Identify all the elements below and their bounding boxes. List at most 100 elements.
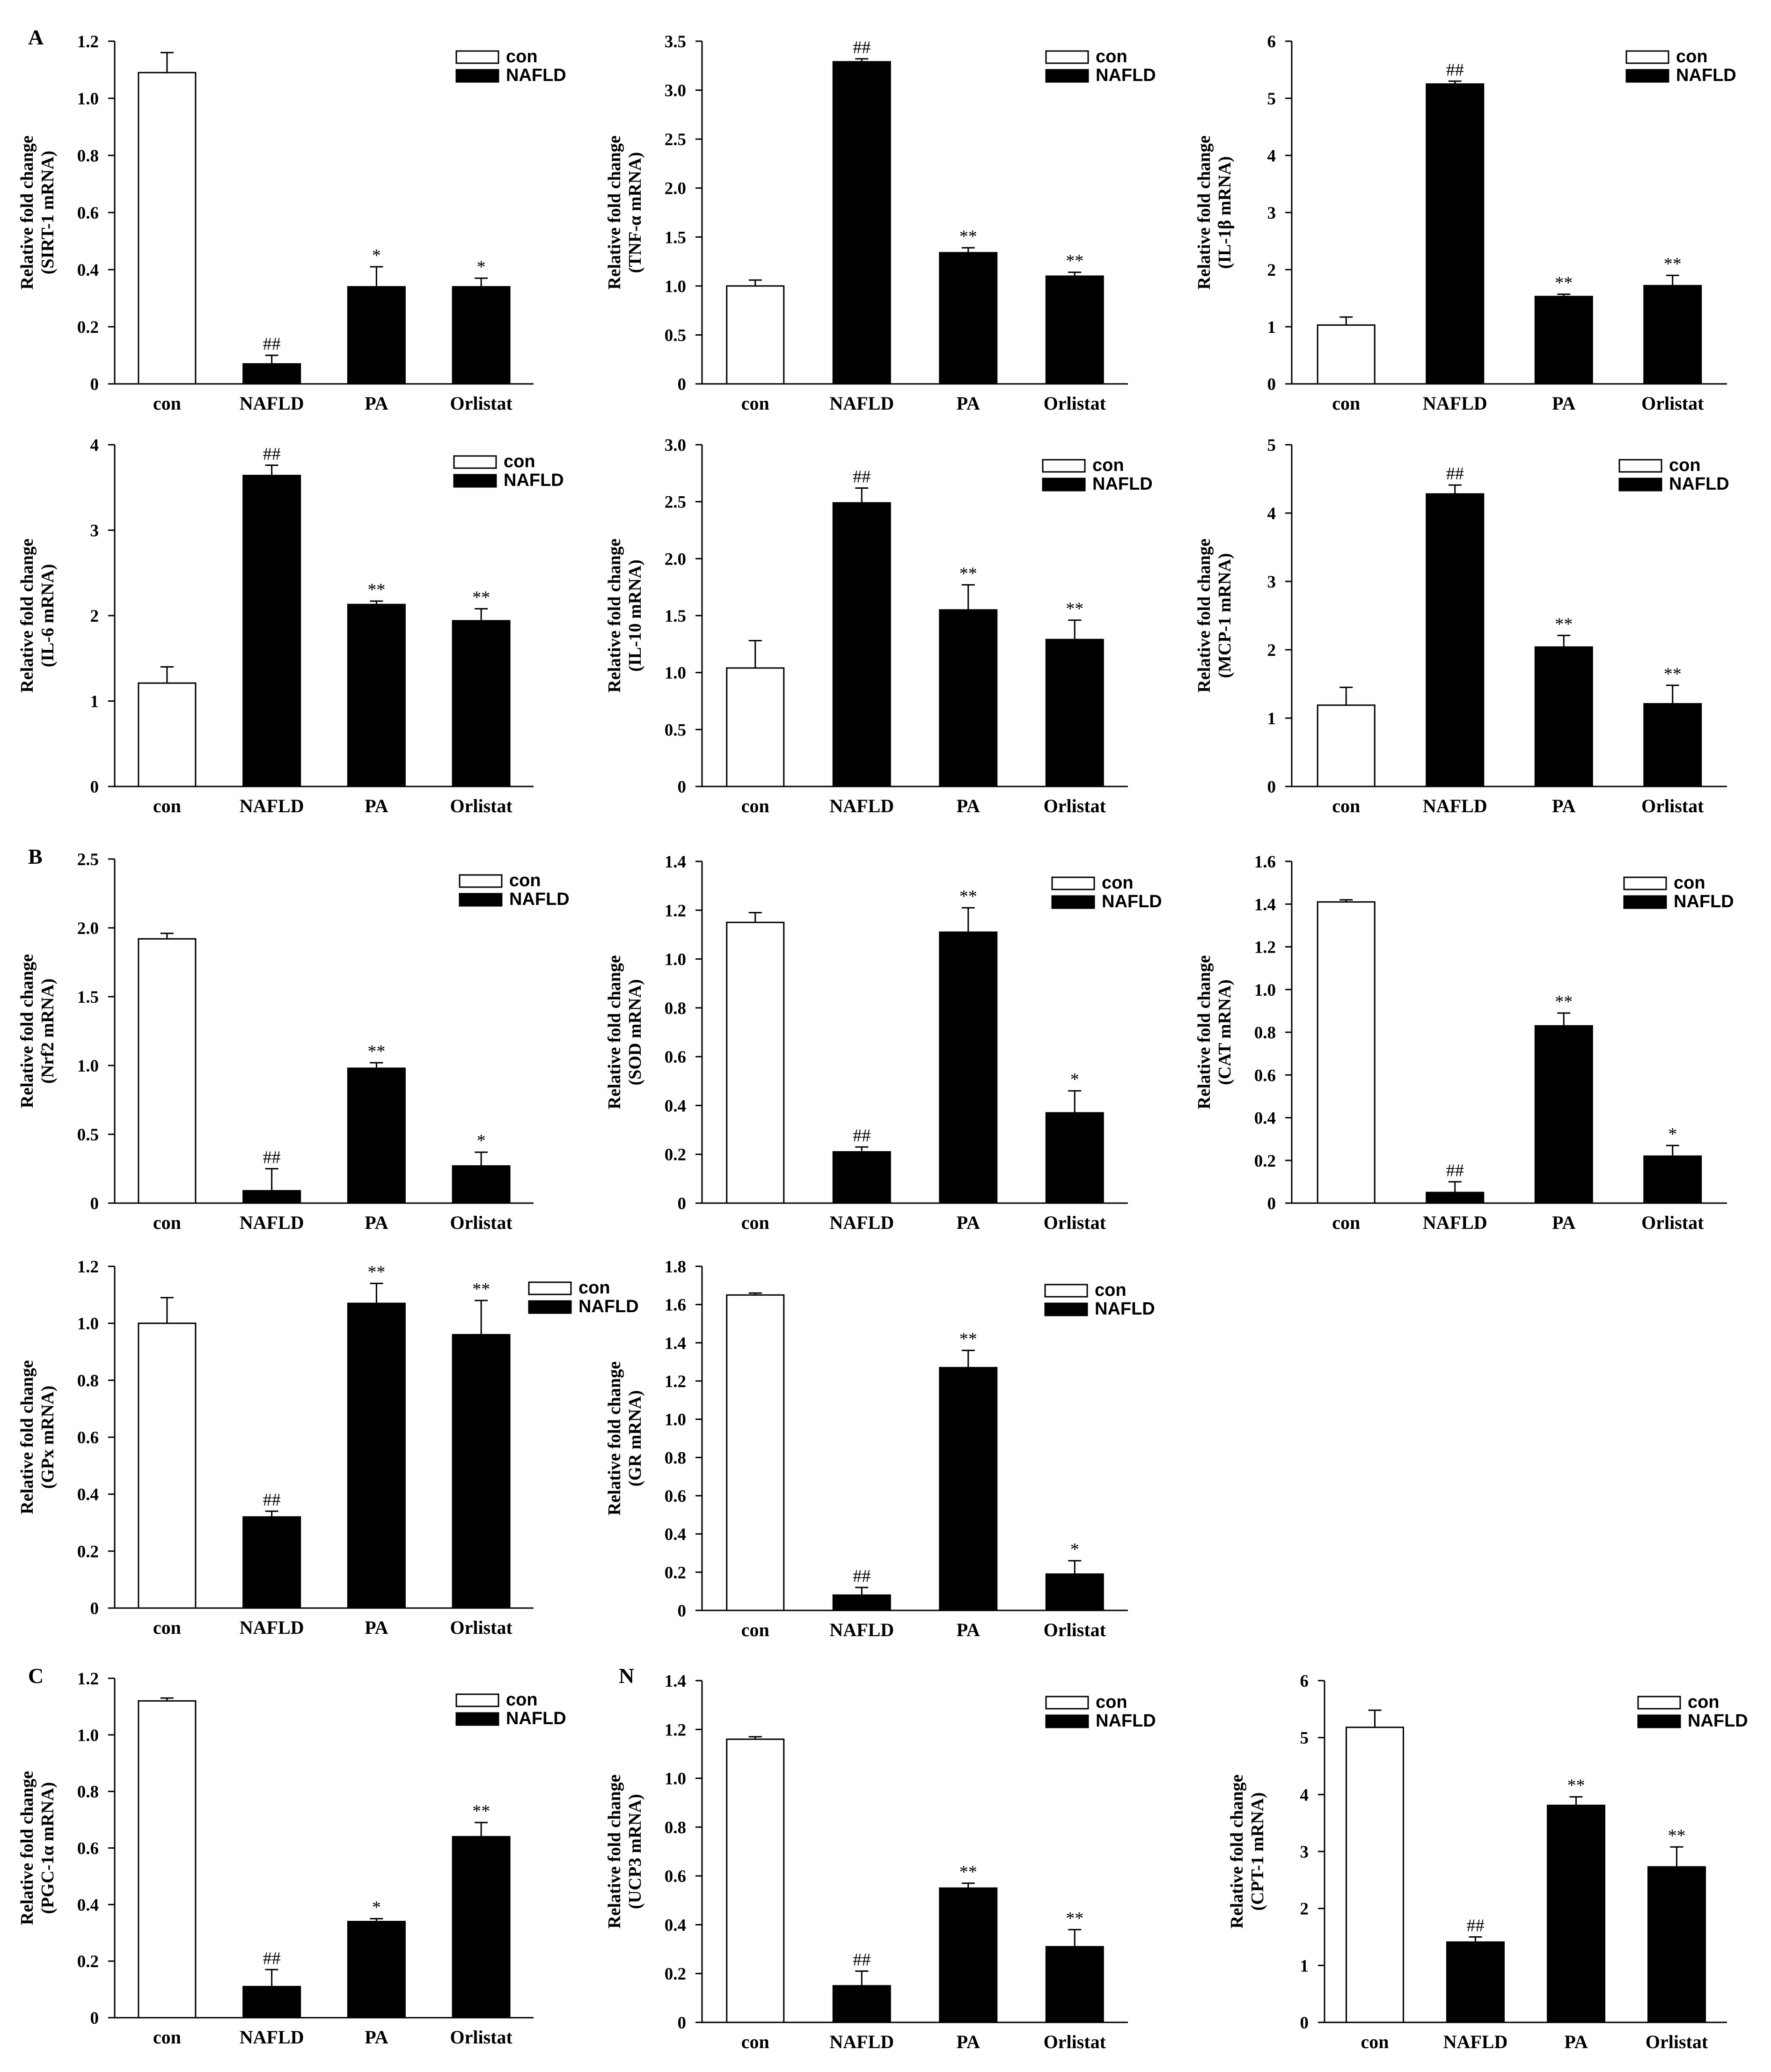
category-label: PA xyxy=(365,393,388,414)
y-tick-label: 0.6 xyxy=(77,204,99,223)
significance-label: * xyxy=(372,1898,381,1918)
bar-nafld xyxy=(832,1594,891,1611)
bar-pa xyxy=(1534,295,1593,385)
legend-swatch-con xyxy=(1044,1284,1088,1298)
y-tick-label: 3 xyxy=(1267,204,1276,223)
y-tick-label: 1.0 xyxy=(665,1770,686,1789)
legend-label-con: con xyxy=(1102,873,1134,893)
bar-con xyxy=(726,1738,785,2023)
legend-label-nafld: NAFLD xyxy=(1095,1299,1155,1319)
legend-label-con: con xyxy=(1676,47,1708,66)
bar-nafld xyxy=(242,363,301,385)
y-tick-label: 2 xyxy=(90,607,99,626)
y-axis-label: Relative fold change xyxy=(17,1771,37,1925)
y-axis-label: (SIRT-1 mRNA) xyxy=(38,151,58,274)
legend-swatch-con xyxy=(455,50,499,64)
legend-swatch-nafld xyxy=(1618,478,1662,492)
category-label: Orlistat xyxy=(450,795,512,816)
significance-label: * xyxy=(1668,1124,1677,1144)
y-tick-label: 1 xyxy=(1300,1956,1309,1976)
category-label: PA xyxy=(365,1617,388,1638)
significance-label: ** xyxy=(1555,273,1573,293)
bar-con xyxy=(138,1323,197,1609)
bar-con xyxy=(1346,1727,1404,2023)
bar-orlistat xyxy=(1643,285,1702,385)
y-tick-label: 0.2 xyxy=(665,1146,686,1165)
bar-orlistat xyxy=(1045,275,1104,385)
y-tick-label: 1.0 xyxy=(665,950,686,970)
bar-nafld xyxy=(832,1985,891,2023)
category-label: PA xyxy=(1552,1212,1575,1233)
category-label: Orlistat xyxy=(1641,795,1704,816)
y-tick-label: 1.4 xyxy=(665,852,686,872)
category-label: NAFLD xyxy=(240,2027,304,2048)
chart-13: 0 0.2 0.4 0.6 0.8 1.0 1.2 1.4 Relative fold chan… xyxy=(605,1672,1156,2052)
category-label: PA xyxy=(365,2027,388,2048)
y-tick-label: 0.4 xyxy=(77,1485,99,1505)
legend-swatch-con xyxy=(1625,50,1669,64)
legend-swatch-nafld xyxy=(1045,1714,1089,1728)
y-tick-label: 0 xyxy=(90,778,99,797)
y-tick-label: 0 xyxy=(1267,778,1276,797)
y-tick-label: 1 xyxy=(90,692,99,712)
y-tick-label: 1.0 xyxy=(1254,981,1276,1000)
significance-label: ## xyxy=(853,1126,871,1146)
significance-label: ** xyxy=(367,1263,385,1282)
significance-label: ** xyxy=(367,580,385,600)
category-label: PA xyxy=(957,393,980,414)
bar-orlistat xyxy=(1045,639,1104,787)
bar-orlistat xyxy=(1045,1573,1104,1611)
y-tick-label: 0.2 xyxy=(1254,1152,1276,1171)
y-axis-label: Relative fold change xyxy=(605,135,624,289)
y-tick-label: 1.2 xyxy=(665,1372,686,1391)
legend-label-con: con xyxy=(578,1278,610,1298)
y-tick-label: 2 xyxy=(1300,1900,1309,1919)
category-label: NAFLD xyxy=(1423,1212,1487,1233)
y-tick-label: 0.6 xyxy=(665,1867,686,1886)
significance-label: ** xyxy=(472,1279,490,1299)
y-axis-label: (UCP3 mRNA) xyxy=(625,1794,645,1909)
y-tick-label: 1.0 xyxy=(77,89,99,109)
y-axis-label: Relative fold change xyxy=(605,538,624,692)
significance-label: ## xyxy=(1467,1916,1485,1936)
bar-orlistat xyxy=(452,620,511,787)
significance-label: ## xyxy=(853,467,871,486)
y-tick-label: 0.2 xyxy=(77,1952,99,1971)
legend-swatch-nafld xyxy=(1042,478,1086,492)
y-tick-label: 0.4 xyxy=(665,1096,686,1116)
legend-swatch-nafld xyxy=(1051,895,1095,909)
y-tick-label: 0.8 xyxy=(77,1783,99,1802)
legend-swatch-con xyxy=(455,1693,499,1707)
significance-label: ## xyxy=(1446,60,1464,80)
y-axis-label: (IL-6 mRNA) xyxy=(38,564,58,668)
bar-nafld xyxy=(832,61,891,385)
y-tick-label: 6 xyxy=(1267,32,1276,51)
legend-label-nafld: NAFLD xyxy=(506,1709,566,1728)
bar-orlistat xyxy=(452,286,511,385)
y-tick-label: 1.2 xyxy=(77,32,99,51)
y-tick-label: 0.8 xyxy=(77,1371,99,1390)
category-label: NAFLD xyxy=(240,795,304,816)
y-axis-label: (TNF-α mRNA) xyxy=(625,152,645,273)
panel-letter-c: C xyxy=(28,1664,44,1688)
y-axis-label: (Nrf2 mRNA) xyxy=(38,978,58,1084)
y-tick-label: 5 xyxy=(1300,1729,1309,1748)
bar-nafld xyxy=(832,502,891,787)
bar-pa xyxy=(939,931,998,1204)
category-label: NAFLD xyxy=(240,1212,304,1233)
category-label: PA xyxy=(957,1619,980,1640)
y-tick-label: 2.5 xyxy=(665,493,686,512)
category-label: Orlistat xyxy=(1044,1619,1106,1640)
significance-label: ** xyxy=(959,227,977,246)
chart-2: 0 0.5 1.0 1.5 2.0 2.5 3.0 3.5 Relative fold chan… xyxy=(605,32,1156,414)
y-tick-label: 2.0 xyxy=(665,550,686,569)
y-tick-label: 1.4 xyxy=(665,1672,686,1691)
category-label: con xyxy=(1332,393,1360,414)
category-label: Orlistat xyxy=(1044,2031,1106,2052)
y-axis-label: (PGC-1α mRNA) xyxy=(38,1782,58,1914)
category-label: con xyxy=(153,2027,181,2048)
